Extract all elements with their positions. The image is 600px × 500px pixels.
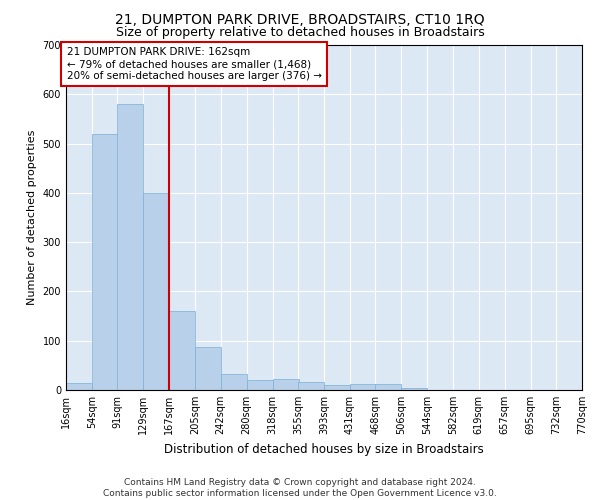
Bar bbox=[350, 384, 376, 390]
Text: Contains HM Land Registry data © Crown copyright and database right 2024.
Contai: Contains HM Land Registry data © Crown c… bbox=[103, 478, 497, 498]
X-axis label: Distribution of detached houses by size in Broadstairs: Distribution of detached houses by size … bbox=[164, 442, 484, 456]
Bar bbox=[118, 104, 143, 390]
Bar bbox=[169, 311, 196, 390]
Bar bbox=[143, 193, 169, 390]
Bar bbox=[272, 379, 299, 390]
Y-axis label: Number of detached properties: Number of detached properties bbox=[27, 130, 37, 305]
Text: 21, DUMPTON PARK DRIVE, BROADSTAIRS, CT10 1RQ: 21, DUMPTON PARK DRIVE, BROADSTAIRS, CT1… bbox=[115, 12, 485, 26]
Bar bbox=[324, 385, 350, 390]
Bar bbox=[66, 382, 92, 390]
Bar bbox=[376, 384, 401, 390]
Bar bbox=[92, 134, 118, 390]
Text: Size of property relative to detached houses in Broadstairs: Size of property relative to detached ho… bbox=[116, 26, 484, 39]
Bar bbox=[401, 388, 427, 390]
Text: 21 DUMPTON PARK DRIVE: 162sqm
← 79% of detached houses are smaller (1,468)
20% o: 21 DUMPTON PARK DRIVE: 162sqm ← 79% of d… bbox=[67, 48, 322, 80]
Bar bbox=[221, 374, 247, 390]
Bar bbox=[196, 346, 221, 390]
Bar bbox=[247, 380, 272, 390]
Bar bbox=[298, 382, 324, 390]
